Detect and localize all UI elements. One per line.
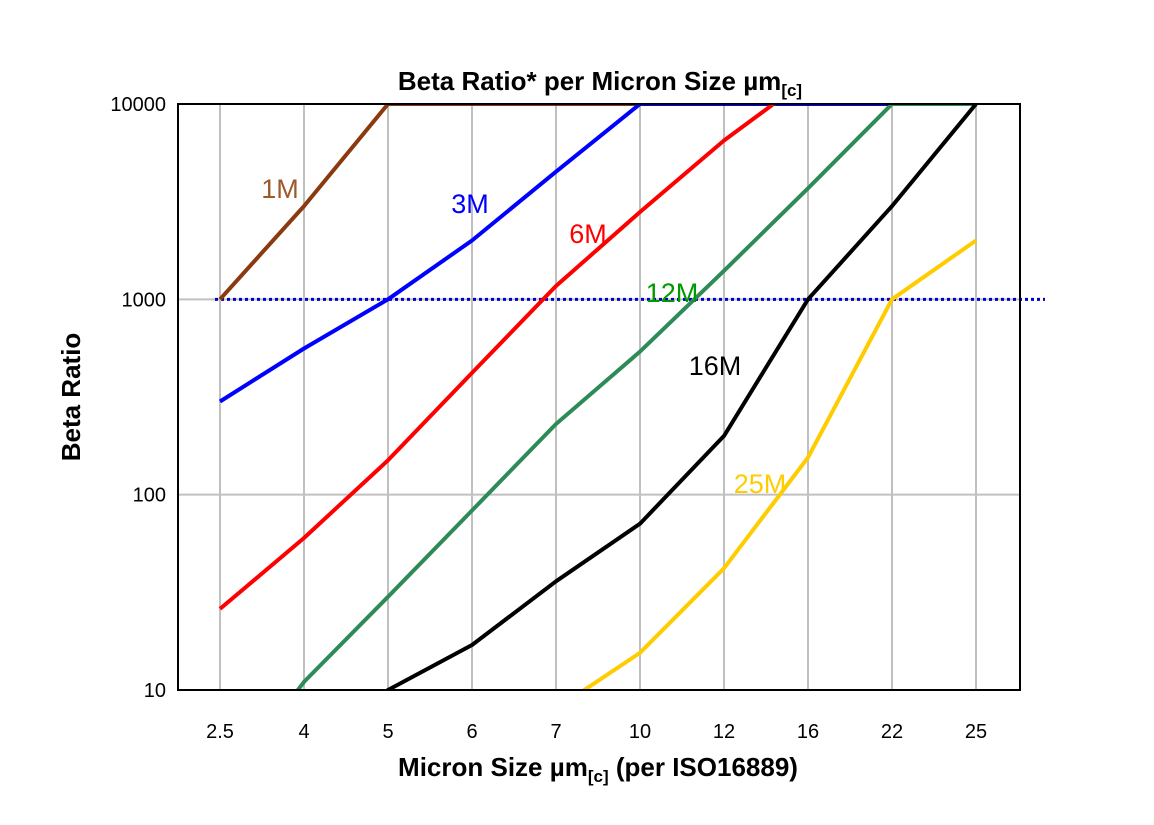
series-label-12M: 12M [646, 278, 699, 308]
x-tick-label: 16 [797, 721, 819, 743]
x-tick-label: 25 [965, 721, 987, 743]
series-line-12M [295, 104, 976, 690]
series-label-6M: 6M [569, 219, 607, 249]
y-tick-label: 10 [144, 680, 166, 702]
x-tick-label: 2.5 [206, 721, 234, 743]
y-tick-label: 1000 [122, 289, 167, 311]
x-tick-label: 6 [466, 721, 477, 743]
series-label-16M: 16M [689, 351, 742, 381]
series-group [218, 104, 978, 690]
series-line-25M [580, 238, 978, 690]
series-line-6M [218, 104, 777, 611]
series-label-25M: 25M [734, 469, 787, 499]
series-line-3M [218, 104, 892, 404]
y-tick-label: 10000 [110, 94, 166, 116]
y-tick-labels: 10 100 1000 10000 [110, 94, 166, 702]
plot-frame [177, 103, 1021, 691]
x-tick-label: 12 [713, 721, 735, 743]
x-tick-label: 22 [881, 721, 903, 743]
grid [178, 103, 1020, 691]
x-tick-label: 7 [550, 721, 561, 743]
y-axis-label: Beta Ratio [56, 333, 86, 462]
x-tick-label: 5 [382, 721, 393, 743]
series-label-3M: 3M [451, 189, 489, 219]
x-tick-labels: 2.5 4 5 6 7 10 12 16 22 25 [206, 721, 987, 743]
y-tick-label: 100 [133, 485, 166, 507]
chart-title: Beta Ratio* per Micron Size µm[c] [398, 66, 802, 100]
x-tick-label: 10 [629, 721, 651, 743]
x-axis-label: Micron Size µm[c] (per ISO16889) [398, 752, 798, 786]
series-label-1M: 1M [261, 174, 299, 204]
series-line-16M [384, 104, 978, 690]
x-tick-label: 4 [298, 721, 309, 743]
series-labels: 1M 3M 6M 12M 16M 25M [261, 174, 786, 499]
series-line-1M [218, 104, 640, 301]
